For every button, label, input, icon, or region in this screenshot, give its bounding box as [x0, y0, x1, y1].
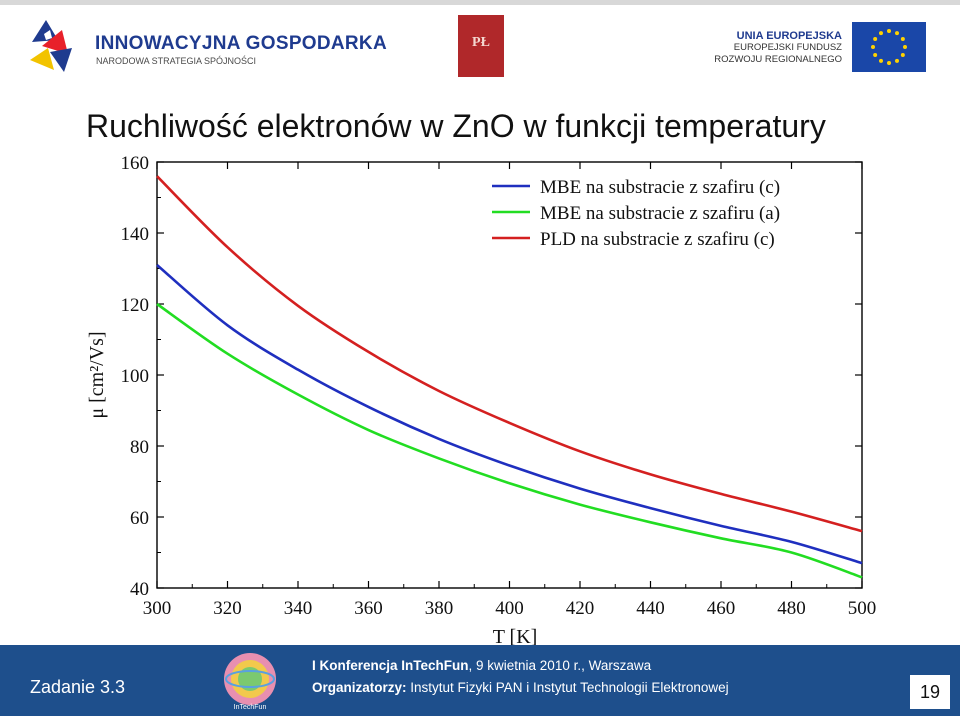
x-tick-label: 320: [213, 598, 242, 619]
organizers-info: Organizatorzy: Instytut Fizyki PAN i Ins…: [312, 680, 729, 695]
chart-series: [156, 175, 863, 579]
university-logo: PŁ: [458, 15, 504, 77]
x-tick-label: 360: [354, 598, 383, 619]
x-tick-label: 480: [777, 598, 806, 619]
eu-star: [887, 29, 891, 33]
page-number: 19: [910, 675, 950, 709]
intechfun-logo: InTechFun: [224, 653, 276, 711]
y-tick-label: 100: [121, 366, 150, 387]
y-tick-label: 160: [121, 153, 150, 174]
series-line-3: [156, 175, 863, 533]
y-axis-label: μ [cm²/Vs]: [86, 331, 108, 418]
eu-star: [900, 37, 905, 41]
legend-label: MBE na substracie z szafiru (c): [540, 177, 780, 198]
organizers-label: Organizatorzy:: [312, 680, 407, 695]
program-subtitle: NARODOWA STRATEGIA SPÓJNOŚCI: [96, 56, 257, 66]
header-banner: INNOWACYJNA GOSPODARKA NARODOWA STRATEGI…: [0, 0, 960, 92]
chart-legend: MBE na substracie z szafiru (c) MBE na su…: [492, 177, 780, 250]
university-logo-text: PŁ: [472, 35, 490, 50]
x-tick-label: 440: [636, 598, 665, 619]
x-tick-label: 420: [566, 598, 595, 619]
eu-star: [900, 53, 905, 57]
eu-line-1: UNIA EUROPEJSKA: [736, 30, 842, 42]
eu-star: [879, 31, 883, 36]
y-tick-label: 120: [121, 295, 150, 316]
eu-star: [887, 61, 891, 65]
x-axis-label: T [K]: [493, 626, 538, 648]
eu-star: [873, 53, 878, 57]
program-title: INNOWACYJNA GOSPODARKA: [95, 33, 387, 54]
legend-label: PLD na substracie z szafiru (c): [540, 229, 775, 250]
eu-line-2: EUROPEJSKI FUNDUSZ: [733, 42, 842, 53]
eu-label: UNIA EUROPEJSKA EUROPEJSKI FUNDUSZ ROZWO…: [714, 30, 842, 66]
x-tick-label: 380: [425, 598, 454, 619]
eu-star: [895, 31, 899, 36]
eu-star: [871, 45, 875, 49]
x-tick-label: 500: [848, 598, 877, 619]
y-tick-label: 80: [130, 437, 149, 458]
organizers-text: Instytut Fizyki PAN i Instytut Technolog…: [406, 680, 729, 695]
eu-star: [873, 37, 878, 41]
chart-axes: 300 320 340 360 380 400 420 440 460 480 500 40 60 80 1…: [121, 153, 877, 619]
eu-flag-icon: [852, 22, 926, 72]
x-tick-label: 400: [495, 598, 524, 619]
y-tick-label: 140: [121, 224, 150, 245]
conference-date-place: , 9 kwietnia 2010 r., Warszawa: [468, 658, 652, 673]
conference-name: I Konferencja InTechFun: [312, 658, 469, 673]
intechfun-logo-caption: InTechFun: [234, 704, 267, 711]
x-tick-label: 340: [284, 598, 313, 619]
legend-label: MBE na substracie z szafiru (a): [540, 203, 780, 224]
x-tick-label: 460: [707, 598, 736, 619]
header-top-strip: [0, 0, 960, 5]
x-tick-label: 300: [143, 598, 172, 619]
conference-info: I Konferencja InTechFun, 9 kwietnia 2010…: [312, 658, 651, 673]
eu-star: [903, 45, 907, 49]
innovative-economy-logo: [28, 12, 74, 74]
y-tick-label: 60: [130, 508, 149, 529]
slide-title: Ruchliwość elektronów w ZnO w funkcji te…: [86, 108, 826, 144]
eu-star: [879, 58, 883, 63]
series-line-1: [156, 263, 863, 565]
task-label: Zadanie 3.3: [30, 677, 126, 697]
series-line-2: [156, 302, 863, 579]
eu-star: [895, 58, 899, 63]
eu-line-3: ROZWOJU REGIONALNEGO: [714, 54, 842, 65]
footer-bar: Zadanie 3.3 InTechFun I Konferencja InTe…: [0, 645, 960, 716]
y-tick-label: 40: [130, 579, 149, 600]
